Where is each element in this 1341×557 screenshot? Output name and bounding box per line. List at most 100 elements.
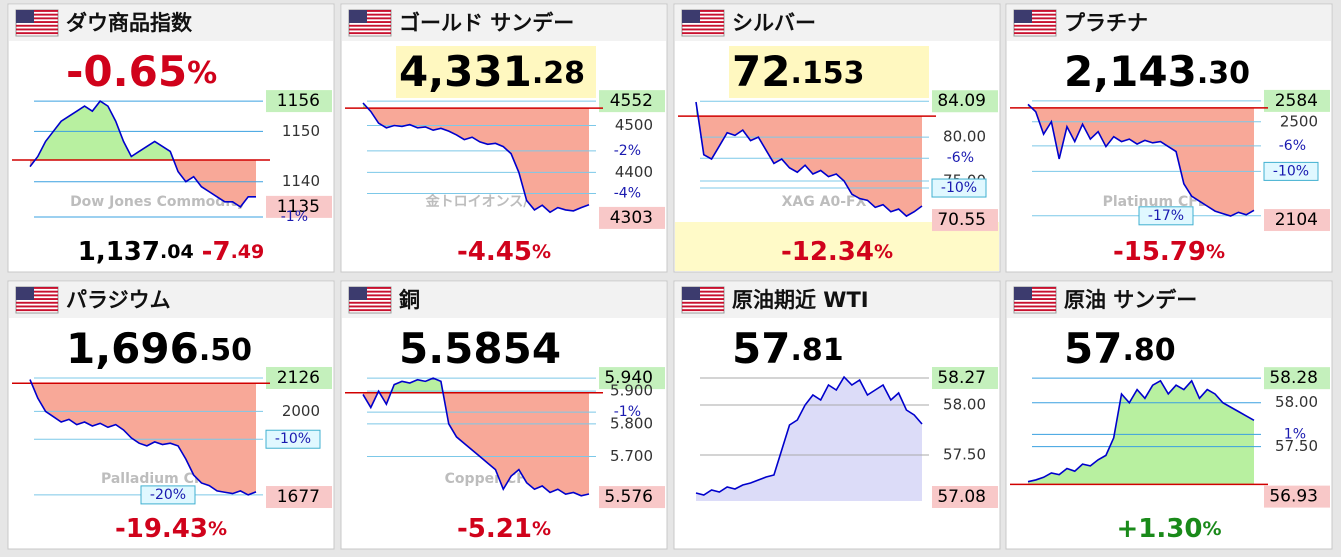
panel: ダウ商品指数 -0.65% Dow Jones Commodity 1156 1150 1… (7, 3, 335, 273)
title-bar (9, 5, 333, 41)
price-line (695, 375, 923, 496)
pct-label: -20% (150, 487, 186, 503)
footer-part: +1.30 (1117, 514, 1203, 544)
watermark: Copper CFD (445, 471, 538, 487)
price-line (362, 377, 590, 497)
high-badge (1264, 89, 1330, 112)
panel: 原油 サンデー57.80WTI原油先物58.2858.001%57.5056.9… (1005, 280, 1333, 550)
area-fill (696, 377, 922, 501)
pct-label: 1% (1284, 426, 1306, 442)
headline: 57.81 (732, 324, 844, 373)
title-bar (9, 282, 333, 318)
footer: -12.34% (781, 237, 893, 267)
price-line (29, 379, 257, 496)
price-line (695, 101, 923, 218)
panel: パラジウム 1,696.50 Palladium CFD 2126 2000 -10% -2… (7, 280, 335, 550)
panel-title: シルバー (732, 11, 816, 35)
y-tick-label: 1140 (282, 172, 320, 190)
area-below (696, 116, 922, 217)
headline-highlight (729, 46, 929, 98)
footer-part: % (1202, 518, 1221, 540)
headline-part: 1,696 (66, 324, 199, 373)
y-tick-label: 5.700 (610, 447, 653, 465)
y-tick-label: 5.576 (604, 487, 653, 507)
high-badge (266, 90, 332, 113)
headline-part: .81 (790, 333, 843, 368)
y-tick-label: 57.50 (943, 446, 986, 464)
y-tick-label: 1150 (282, 122, 320, 140)
footer-part: -15.79 (1113, 237, 1206, 267)
headline-part: 57 (1064, 324, 1122, 373)
panel-title: パラジウム (66, 288, 171, 312)
low-badge (932, 209, 998, 232)
headline-part: 4,331 (399, 47, 532, 96)
high-badge (599, 90, 665, 113)
area-below (30, 160, 256, 207)
price-line (29, 100, 256, 208)
footer-part: -5.21 (457, 514, 532, 544)
low-badge (932, 486, 998, 508)
headline-part: .80 (1122, 333, 1175, 368)
y-tick-label: 4303 (610, 208, 653, 228)
headline-part: 2,143 (1064, 47, 1197, 96)
y-tick-label: 57.50 (1275, 437, 1318, 455)
footer-part: -7 (202, 237, 231, 267)
pct-box (1138, 206, 1194, 226)
panel-title: 原油期近 WTI (732, 288, 869, 312)
footer: -5.21% (457, 514, 551, 544)
price-line (362, 102, 590, 214)
flag-icon (348, 286, 392, 314)
y-tick-label: 5.800 (610, 414, 653, 432)
title-bar (1007, 282, 1331, 318)
headline-highlight (396, 46, 596, 98)
y-tick-label: 2126 (277, 368, 320, 388)
watermark: Platinum CFD (1103, 194, 1210, 210)
panel-title: プラチナ (1064, 11, 1148, 35)
footer: +1.30% (1117, 514, 1222, 544)
y-tick-label: 5.940 (604, 368, 653, 388)
footer-part: .49 (231, 241, 265, 263)
area-above (30, 101, 256, 161)
area-below (1028, 107, 1254, 217)
y-tick-label: 58.27 (937, 368, 986, 388)
y-tick-label: 58.00 (1275, 393, 1318, 411)
panel: ゴールド サンデー 4,331.28 金トロイオンス/ドル 4552 4500 -2% 44… (340, 3, 668, 273)
watermark: 金トロイオンス/ドル (425, 193, 557, 210)
flag-icon (681, 9, 725, 37)
y-tick-label: 70.55 (937, 210, 986, 230)
footer: -4.45% (457, 237, 551, 267)
headline-part: 5.5854 (399, 324, 561, 373)
pct-label: -2% (614, 143, 641, 159)
headline-part: .50 (199, 333, 252, 368)
headline-part: % (187, 56, 217, 91)
footer: -19.43% (115, 514, 227, 544)
headline-part: .30 (1197, 56, 1250, 91)
pct-label: -6% (1279, 138, 1306, 154)
low-badge (1264, 485, 1330, 508)
y-tick-label: 57.08 (937, 487, 986, 507)
flag-icon (681, 286, 725, 314)
headline: 72.153 (732, 47, 864, 96)
footer: 1,137.04 -7.49 (78, 237, 264, 267)
area-above (363, 378, 589, 393)
footer-part: % (532, 241, 551, 263)
footer: -15.79% (1113, 237, 1225, 267)
pct-box (931, 178, 987, 198)
footer-part: -19.43 (115, 514, 208, 544)
watermark: XAG A0-FX (782, 194, 867, 210)
y-tick-label: 2584 (1275, 91, 1318, 111)
y-tick-label: 2000 (282, 402, 320, 420)
pct-box (140, 485, 196, 505)
y-tick-label: 56.93 (1269, 487, 1318, 507)
headline-part: .153 (790, 56, 864, 91)
price-line (1027, 379, 1255, 483)
panel-title: 銅 (399, 288, 420, 312)
footer-part: % (1206, 241, 1225, 263)
high-badge (599, 367, 665, 390)
